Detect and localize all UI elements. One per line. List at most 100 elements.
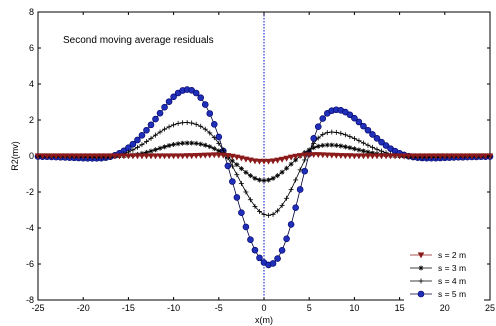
data-point: [161, 103, 168, 111]
data-point: [189, 140, 195, 146]
data-point: [269, 158, 277, 165]
star-d2: [271, 176, 276, 181]
data-point: [219, 152, 227, 159]
data-point: [261, 177, 267, 183]
data-point: [201, 152, 209, 159]
star-d2: [316, 144, 321, 149]
legend-item: s = 5 m: [410, 289, 466, 299]
data-point: [129, 153, 137, 160]
data-point: [252, 175, 258, 181]
star-d2: [167, 143, 172, 148]
data-point: [143, 153, 150, 160]
data-point: [234, 162, 240, 168]
data-point: [229, 178, 236, 185]
data-point: [75, 153, 83, 160]
data-point: [292, 204, 299, 211]
star-d2: [216, 148, 221, 153]
data-point: [369, 153, 376, 160]
data-point: [265, 158, 272, 165]
data-point: [409, 153, 417, 160]
data-point: [275, 173, 281, 179]
data-point: [356, 147, 362, 153]
data-point: [283, 155, 290, 162]
x-tick-label: 20: [440, 303, 450, 313]
data-point: [215, 133, 223, 141]
data-point: [464, 153, 471, 160]
x-tick-label: 5: [307, 303, 312, 313]
x-tick-label: -10: [167, 303, 180, 313]
star-d2: [189, 141, 194, 146]
star-d2: [311, 145, 316, 150]
data-point: [279, 203, 285, 208]
data-point: [266, 212, 272, 218]
data-point: [319, 152, 327, 159]
data-point: [102, 153, 110, 160]
data-point: [202, 126, 208, 132]
data-point: [189, 120, 195, 126]
data-point: [206, 152, 214, 159]
data-point: [179, 153, 186, 160]
data-point: [120, 153, 128, 160]
x-tick-label: -20: [77, 303, 90, 313]
data-point: [156, 109, 164, 117]
data-point: [360, 122, 367, 130]
data-point: [162, 126, 168, 132]
data-point: [139, 142, 145, 148]
data-point: [360, 148, 366, 154]
legend-label: s = 5 m: [438, 289, 466, 299]
star-d2: [418, 265, 424, 271]
data-point: [365, 149, 371, 155]
star-d2: [365, 150, 370, 155]
data-point: [210, 121, 218, 128]
data-point: [97, 153, 105, 160]
data-point: [197, 152, 205, 159]
data-point: [252, 203, 258, 209]
data-point: [311, 140, 317, 146]
data-point: [134, 153, 141, 160]
series-1: [34, 152, 494, 165]
y-tick-label: -2: [26, 187, 34, 197]
x-axis-ticks: -25 -20 -15 -10 -5 0 5 10 15 20 25: [31, 12, 495, 313]
data-point: [423, 153, 431, 160]
star-d2: [320, 143, 325, 148]
data-point: [365, 142, 371, 148]
data-point: [347, 134, 353, 140]
data-point: [351, 153, 358, 160]
data-point: [165, 98, 173, 105]
data-point: [287, 154, 295, 161]
data-point: [337, 153, 345, 160]
data-point: [192, 89, 200, 97]
data-point: [84, 153, 92, 160]
data-point: [323, 152, 331, 159]
data-point: [201, 101, 209, 108]
data-point: [147, 153, 155, 160]
data-point: [198, 123, 204, 129]
data-point: [234, 172, 240, 178]
data-point: [364, 126, 372, 134]
data-point: [288, 187, 294, 193]
data-point: [251, 158, 259, 165]
x-axis-label: x(m): [255, 315, 273, 325]
star-d2: [257, 177, 262, 182]
data-point: [256, 208, 262, 214]
data-point: [346, 111, 354, 119]
data-point: [473, 153, 480, 160]
data-point: [207, 130, 213, 136]
data-point: [138, 132, 146, 139]
data-point: [382, 142, 390, 149]
series-group: [34, 86, 494, 269]
y-tick-label: 4: [29, 79, 34, 89]
star-d2: [352, 146, 357, 151]
data-point: [270, 175, 276, 181]
data-point: [256, 254, 263, 262]
star-d2: [325, 142, 330, 148]
legend-label: s = 3 m: [438, 263, 466, 273]
data-point: [106, 153, 114, 160]
data-point: [319, 115, 327, 122]
star-d2: [158, 146, 163, 151]
data-point: [279, 169, 285, 175]
star-d2: [280, 170, 285, 175]
data-point: [207, 144, 213, 150]
data-point: [342, 153, 349, 160]
data-point: [39, 153, 46, 160]
